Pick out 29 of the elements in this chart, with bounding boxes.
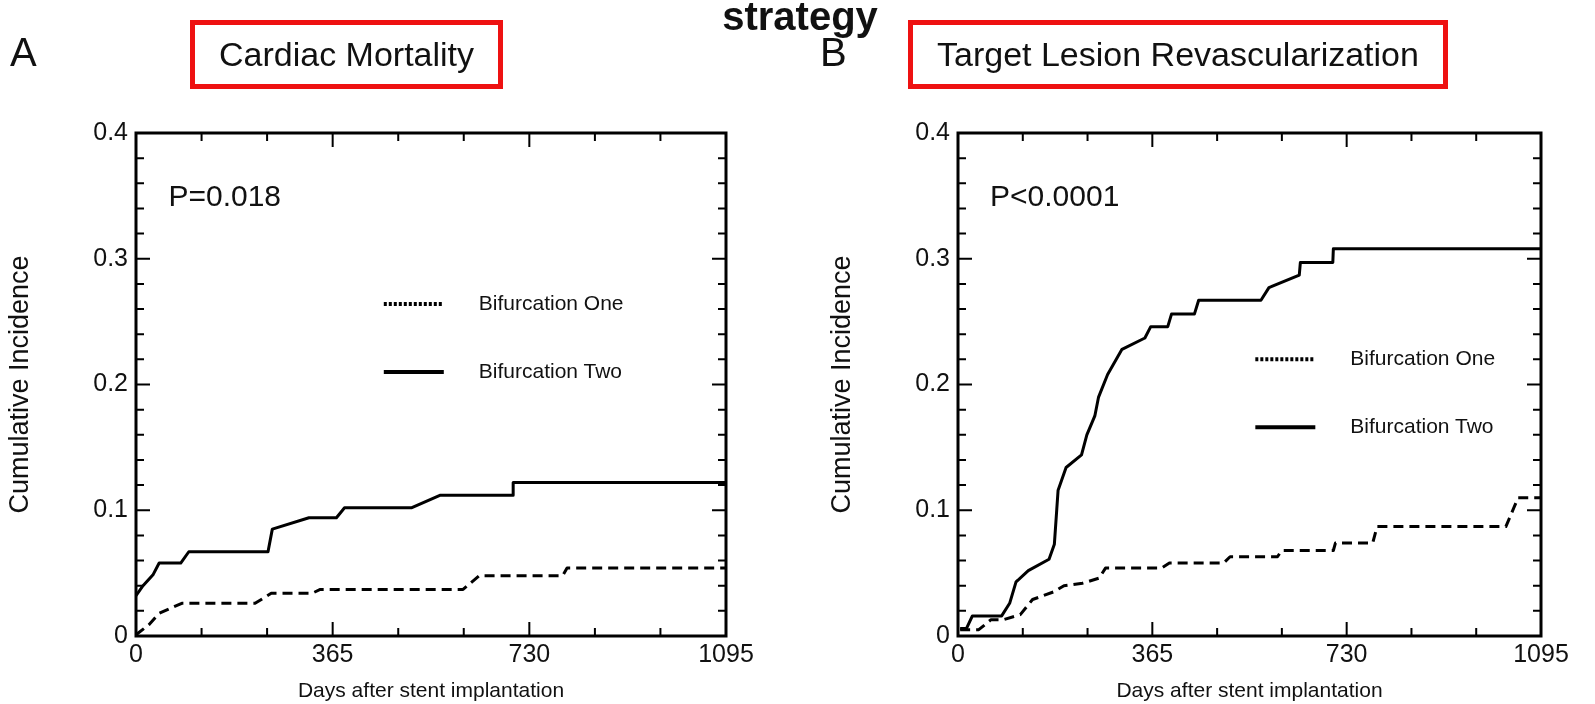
chart-title: Cardiac Mortality (190, 20, 504, 89)
y-tick-label: 0.2 (915, 368, 950, 397)
x-tick-label: 730 (508, 638, 551, 667)
y-axis-title: Cumulative Incidence (825, 255, 856, 514)
text: A (10, 30, 37, 75)
x-axis-title: Days after stent implantation (1116, 678, 1383, 702)
y-tick-label: 0.4 (93, 116, 129, 145)
y-tick-label: 0.2 (93, 368, 128, 397)
legend-label: Bifurcation Two (1350, 414, 1494, 438)
legend-label: Bifurcation Two (478, 358, 622, 382)
chart-title: Target Lesion Revascularization (908, 20, 1448, 89)
annotation: P<0.0001 (990, 179, 1120, 213)
legend-label: Bifurcation One (1350, 346, 1496, 370)
x-tick-label: 730 (1325, 638, 1368, 667)
y-tick-label: 0.1 (915, 494, 950, 523)
y-axis-title: Cumulative Incidence (3, 255, 34, 514)
x-tick-label: 1095 (1513, 638, 1569, 667)
y-tick-label: 0.3 (915, 242, 950, 271)
y-tick-label: 0 (114, 619, 128, 648)
y-tick-label: 0.4 (915, 116, 951, 145)
x-axis-title: Days after stent implantation (297, 678, 565, 702)
x-tick-label: 365 (311, 638, 354, 667)
legend-label: Bifurcation One (478, 290, 624, 314)
x-tick-label: 365 (1131, 638, 1174, 667)
annotation: P=0.018 (168, 179, 282, 213)
y-tick-label: 0 (936, 619, 950, 648)
x-tick-label: 1095 (698, 638, 754, 667)
y-tick-label: 0.3 (93, 242, 128, 271)
y-tick-label: 0.1 (93, 494, 128, 523)
